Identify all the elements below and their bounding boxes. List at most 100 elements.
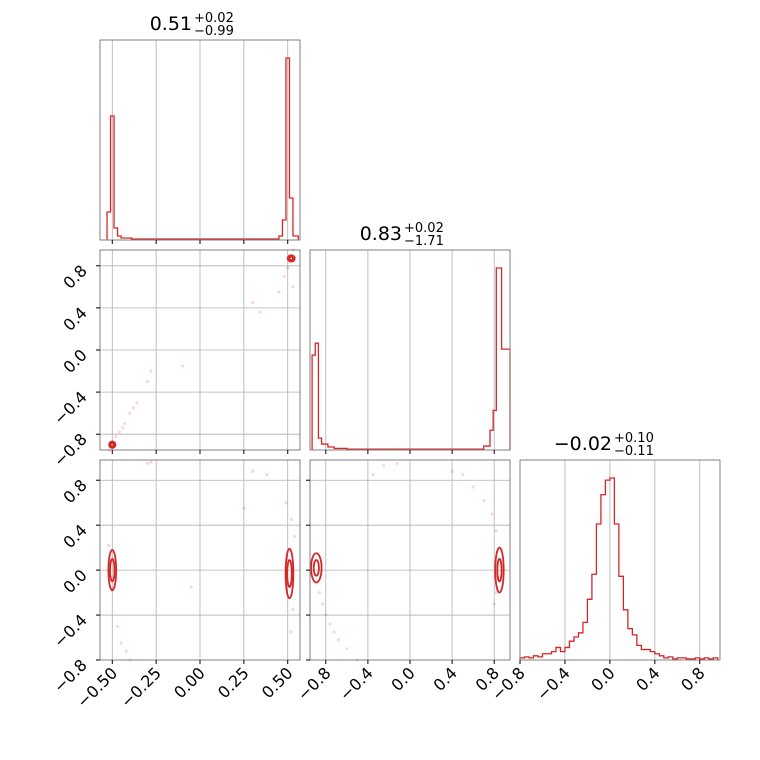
y-tick-label: −0.4: [50, 387, 91, 428]
x-tick-label: −0.4: [533, 663, 574, 704]
density-contour: [286, 254, 296, 263]
panel-frame: [519, 459, 721, 661]
panel-1-1: [325, 250, 495, 450]
sample-point: [145, 379, 149, 384]
sample-point: [114, 434, 118, 438]
density-contour: [310, 552, 323, 584]
sample-point: [345, 647, 349, 651]
density-contour: [107, 548, 118, 592]
y-tick-label: 0.8: [59, 261, 90, 292]
sample-point: [251, 469, 255, 473]
title-value: 0.83: [360, 223, 402, 245]
sample-point: [336, 638, 341, 642]
panel-title-0: 0.51 +0.02−0.99: [150, 11, 234, 39]
sample-point: [115, 624, 120, 628]
title-value: 0.51: [150, 13, 192, 35]
panel-2-2: [519, 460, 701, 660]
density-contour: [288, 255, 294, 261]
sample-point: [282, 274, 286, 278]
sample-point: [317, 590, 322, 595]
sample-point: [277, 290, 281, 294]
sample-point: [131, 406, 135, 410]
sample-point: [291, 607, 295, 612]
title-minus: −1.71: [404, 234, 444, 249]
sample-point: [117, 430, 121, 434]
sample-point: [286, 266, 290, 270]
sample-point: [494, 529, 498, 533]
panel-1-0: [100, 250, 300, 450]
density-contour: [494, 546, 505, 594]
panel-title-1: 0.83 +0.02−1.71: [360, 221, 444, 249]
sample-point: [332, 630, 336, 634]
sample-point: [324, 613, 328, 617]
title-plus: +0.10: [614, 431, 654, 446]
x-tick-label: 0.0: [587, 663, 618, 694]
x-tick-label: −0.4: [336, 663, 377, 704]
x-tick-label: 0.25: [214, 663, 253, 702]
y-tick-label: −0.8: [50, 430, 91, 471]
histogram-step: [519, 477, 719, 660]
sample-point: [371, 473, 375, 477]
panel-2-0: [100, 460, 300, 661]
sample-point: [258, 310, 262, 314]
histogram-0: [106, 57, 299, 240]
sample-point: [471, 485, 475, 489]
x-tick-label: −0.25: [117, 663, 165, 711]
joint-1-0: [107, 248, 296, 452]
title-plus: +0.02: [404, 221, 444, 236]
sample-point: [135, 401, 139, 405]
density-contour: [108, 440, 117, 449]
sample-point: [145, 461, 149, 465]
title-value: −0.02: [554, 433, 612, 455]
sample-point: [328, 622, 332, 626]
panel-0-0: [111, 40, 289, 240]
sample-point: [461, 473, 465, 477]
sample-point: [189, 585, 193, 589]
sample-point: [289, 630, 293, 634]
sample-point: [124, 649, 128, 653]
sample-point: [251, 301, 255, 305]
sample-point: [149, 369, 153, 373]
y-tick-label: 0.0: [59, 345, 90, 376]
histogram-step: [106, 57, 299, 240]
sample-point: [122, 422, 127, 426]
y-tick-label: 0.0: [59, 566, 90, 597]
sample-point: [321, 602, 325, 606]
sample-point: [121, 426, 125, 430]
y-tick-label: 0.8: [59, 476, 90, 507]
x-tick-label: −0.8: [294, 663, 335, 704]
density-contour: [286, 559, 293, 588]
sample-point: [450, 469, 454, 473]
x-tick-label: 0.0: [387, 663, 418, 694]
sample-point: [395, 461, 399, 465]
sample-point: [492, 602, 496, 606]
density-contour: [284, 547, 295, 600]
y-tick-label: −0.4: [50, 610, 91, 651]
x-tick-label: 0.00: [170, 663, 209, 702]
x-tick-label: 0.50: [258, 663, 297, 702]
x-tick-label: 0.4: [430, 663, 461, 694]
y-tick-label: 0.4: [59, 521, 90, 552]
density-contour: [109, 442, 115, 448]
sample-point: [119, 641, 123, 645]
sample-point: [107, 543, 111, 547]
sample-point: [482, 498, 486, 503]
sample-point: [284, 501, 288, 505]
joint-2-1: [310, 461, 505, 662]
sample-point: [289, 517, 293, 522]
sample-point: [265, 473, 269, 477]
density-contour: [312, 559, 320, 577]
sample-point: [490, 512, 494, 516]
density-contour: [496, 557, 503, 583]
title-plus: +0.02: [194, 11, 234, 26]
sample-point: [494, 590, 498, 595]
sample-point: [180, 364, 185, 368]
x-tick-label: 0.8: [677, 663, 708, 694]
panel-2-1: [310, 460, 510, 661]
sample-point: [242, 506, 246, 510]
histogram-step: [311, 267, 511, 450]
title-minus: −0.11: [614, 444, 654, 459]
sample-point: [128, 411, 132, 415]
joint-2-0: [107, 460, 297, 662]
